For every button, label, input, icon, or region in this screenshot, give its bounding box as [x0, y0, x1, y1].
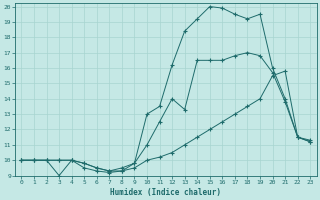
- X-axis label: Humidex (Indice chaleur): Humidex (Indice chaleur): [110, 188, 221, 197]
